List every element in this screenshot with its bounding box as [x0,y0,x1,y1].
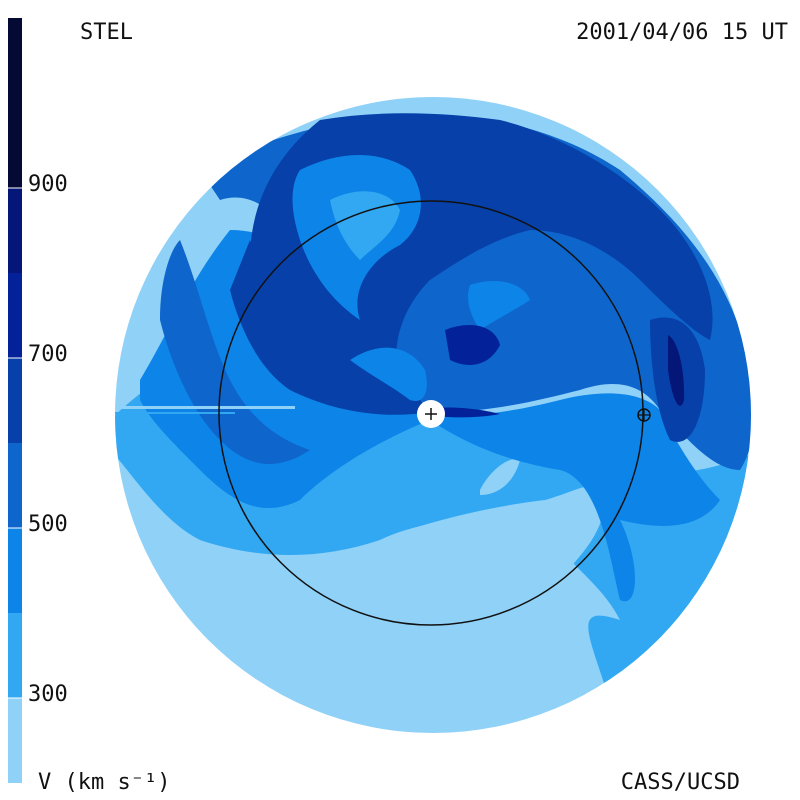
colorbar-band [8,443,22,528]
contour-island-light-2 [480,459,520,495]
colorbar-tick-label: 700 [28,342,68,367]
colorbar-band [8,528,22,613]
contour-island-center-light [468,280,530,330]
timestamp-label: 2001/04/06 15 UT [576,20,788,45]
colorbar-band [8,273,22,358]
colorbar-band [8,18,22,188]
earth-marker [637,408,651,422]
colorbar-tick-label: 300 [28,682,68,707]
contour-island-light [380,485,606,580]
earth-orbit-circle [218,200,644,626]
colorbar-tick-label: 500 [28,512,68,537]
contour-band-800 [445,325,500,365]
contour-band-600-arm [230,240,430,415]
contour-streak [433,407,500,418]
colorbar-band [8,698,22,783]
colorbar-band [8,358,22,443]
velocity-colorbar [8,18,22,783]
contour-island-mid-light [330,191,400,260]
colorbar-band [8,613,22,698]
sun-marker [417,400,445,428]
credit-label: CASS/UCSD [620,770,740,795]
colorbar-tick-label: 900 [28,172,68,197]
contour-island-swirl [350,347,427,401]
data-source-label: STEL [80,20,133,45]
colorbar-unit-label: V (km s⁻¹) [38,770,171,795]
contour-band-800-east [668,335,685,406]
colorbar-band [8,188,22,273]
streak-1 [115,406,295,409]
streak-2 [115,412,235,414]
